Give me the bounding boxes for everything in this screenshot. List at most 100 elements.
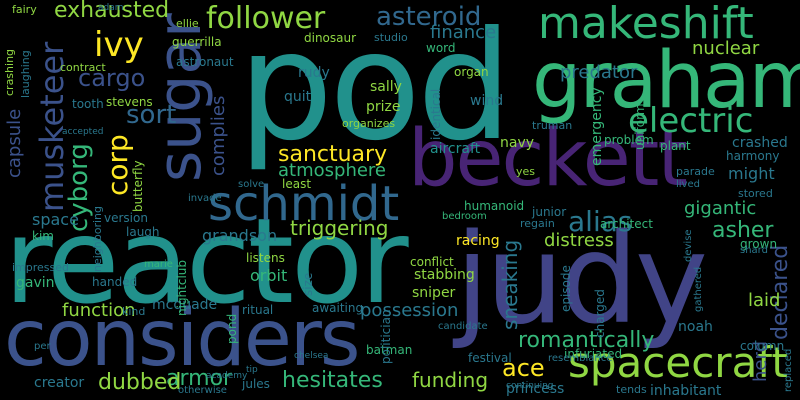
word: capsule: [4, 108, 25, 178]
word: size: [301, 272, 315, 296]
word: wind: [470, 93, 504, 109]
word: column: [740, 339, 785, 353]
word: stevens: [106, 95, 153, 109]
word: distress: [544, 230, 614, 251]
word: function: [62, 300, 136, 321]
word: handed: [92, 275, 138, 289]
word: ace: [502, 354, 545, 382]
word: rudy: [298, 65, 330, 81]
word: adam: [98, 3, 124, 13]
word: studio: [374, 31, 408, 44]
word: tip: [246, 365, 258, 375]
word: parade: [676, 165, 715, 178]
word: emergency: [589, 87, 605, 166]
word: candidate: [438, 321, 488, 332]
word: regain: [520, 217, 555, 230]
word: follower: [206, 1, 326, 36]
word: lived: [676, 179, 700, 190]
word: kim: [32, 229, 54, 243]
word: continuing: [506, 381, 554, 391]
word: makeshift: [538, 0, 754, 49]
word: judy: [455, 208, 708, 352]
word: mcquade: [152, 297, 218, 313]
word: noah: [678, 319, 713, 335]
word: marie: [144, 259, 173, 270]
word: alias: [568, 205, 633, 238]
word: sally: [370, 79, 402, 95]
word: corp: [101, 134, 134, 196]
word: yes: [516, 165, 536, 178]
word: architect: [600, 217, 653, 231]
word: creator: [34, 375, 85, 391]
word: replaced: [783, 348, 794, 392]
word: word: [426, 41, 456, 55]
word: problem: [604, 133, 654, 147]
word: episode: [559, 265, 573, 312]
word: crashed: [732, 135, 788, 151]
word: sanctuary: [278, 142, 388, 167]
word: gathered: [693, 266, 704, 312]
word: sniper: [412, 285, 456, 301]
word: funding: [412, 368, 489, 392]
word: considers: [4, 294, 361, 384]
word: organ: [454, 65, 489, 79]
word: predator: [560, 62, 638, 83]
word: hesitates: [282, 368, 383, 393]
word: complies: [208, 95, 229, 176]
word: cargo: [78, 64, 146, 92]
word: per: [34, 341, 51, 352]
word: resemblance: [548, 353, 613, 364]
word: stored: [738, 187, 773, 200]
word: academy: [206, 371, 248, 381]
word: armor: [166, 366, 233, 391]
word: shard: [740, 245, 768, 256]
word: butterfly: [131, 160, 145, 212]
word: stabbing: [414, 267, 475, 283]
word: identical: [429, 88, 443, 140]
word: racing: [456, 233, 500, 249]
word: princess: [506, 381, 565, 397]
word: prize: [366, 99, 401, 115]
word: exhausted: [54, 0, 170, 23]
word: neighboring: [91, 206, 104, 272]
word: sort: [126, 100, 177, 130]
word: impressed: [12, 261, 70, 274]
word: ivy: [94, 25, 144, 65]
word: pod: [238, 0, 512, 174]
word: laugh: [126, 225, 160, 239]
word: sneaking: [498, 239, 522, 330]
word: bedroom: [442, 211, 487, 222]
word: schmidt: [208, 176, 400, 232]
word: gigantic: [684, 198, 757, 219]
word: tends: [616, 383, 647, 396]
word: crashing: [3, 48, 16, 96]
word: contract: [60, 61, 106, 74]
word: pond: [225, 313, 239, 344]
word: humanoid: [464, 199, 525, 213]
word: solve: [238, 179, 265, 190]
word: listens: [246, 251, 285, 265]
word: invade: [188, 193, 222, 204]
word: dinosaur: [304, 31, 357, 45]
word: gavin: [16, 275, 55, 291]
word: romantically: [518, 328, 655, 353]
word: devise: [683, 229, 694, 262]
word: grandson: [202, 226, 278, 245]
word: beckett: [408, 114, 688, 204]
word: nightclub: [175, 259, 189, 316]
word: accepted: [62, 127, 104, 137]
word: atmosphere: [278, 160, 386, 181]
word: awaiting: [312, 301, 364, 315]
word: guerrilla: [172, 35, 222, 49]
word: astronaut: [176, 55, 234, 69]
word: nuclear: [692, 38, 760, 59]
word: aircraft: [430, 141, 481, 157]
word: asteroid: [376, 2, 482, 32]
word: batman: [366, 343, 413, 357]
word: politician: [379, 309, 393, 364]
word: truman: [532, 119, 573, 132]
word: might: [728, 164, 775, 183]
word: harmony: [726, 149, 780, 163]
word: version: [104, 211, 148, 225]
